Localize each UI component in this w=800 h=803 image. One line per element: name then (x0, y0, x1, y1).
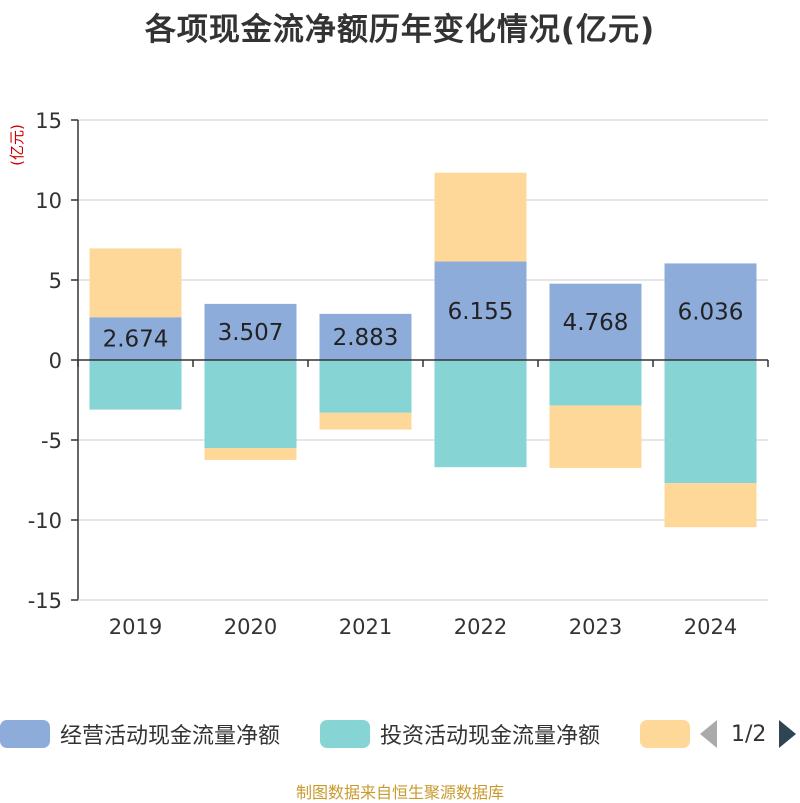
chart-title: 各项现金流净额历年变化情况(亿元) (144, 12, 656, 48)
legend-swatch-operating (0, 720, 50, 748)
y-axis-unit: (亿元) (8, 124, 26, 166)
legend: 经营活动现金流量净额 投资活动现金流量净额 1/2 (0, 716, 800, 752)
bar-s2-2021 (319, 412, 412, 430)
legend-label-investing: 投资活动现金流量净额 (380, 724, 601, 749)
x-tick-label: 2023 (569, 615, 622, 639)
bar-s1-2022 (434, 360, 527, 468)
bar-s0-2024 (664, 263, 757, 360)
bar-s2-2022 (434, 172, 527, 262)
bar-s2-2019 (89, 248, 182, 318)
bar-s1-2023 (549, 360, 642, 406)
bar-s2-2024 (664, 483, 757, 528)
bar-s0-2019 (89, 317, 182, 360)
bar-s0-2020 (204, 303, 297, 360)
x-tick-label: 2024 (684, 615, 737, 639)
y-tick-label: 10 (35, 189, 62, 213)
pager-prev-icon[interactable] (700, 720, 717, 748)
bar-s0-2021 (319, 313, 412, 360)
legend-swatch-financing (640, 720, 690, 748)
data-label-2022: 6.155 (448, 299, 514, 325)
y-tick-label: -10 (28, 509, 62, 533)
x-tick-label: 2019 (109, 615, 162, 639)
y-tick-label: 5 (49, 269, 62, 293)
bar-s1-2019 (89, 360, 182, 410)
bar-s0-2023 (549, 283, 642, 360)
x-tick-label: 2022 (454, 615, 507, 639)
y-tick-label: 0 (49, 349, 62, 373)
data-label-2019: 2.674 (103, 327, 169, 353)
data-label-2020: 3.507 (218, 320, 284, 346)
legend-item-operating[interactable]: 经营活动现金流量净额 (0, 716, 280, 752)
legend-swatch-investing (320, 720, 370, 748)
x-tick-label: 2020 (224, 615, 277, 639)
legend-item-financing[interactable] (640, 716, 700, 752)
y-tick-label: -15 (28, 589, 62, 613)
pager-next-icon[interactable] (779, 720, 797, 748)
data-label-2024: 6.036 (678, 300, 744, 326)
y-tick-label: -5 (41, 429, 62, 453)
bar-s0-2022 (434, 261, 527, 360)
bar-s1-2024 (664, 360, 757, 484)
source-note: 制图数据来自恒生聚源数据库 (295, 783, 504, 802)
data-label-2021: 2.883 (333, 325, 399, 351)
bar-s2-2023 (549, 405, 642, 468)
bar-s2-2020 (204, 448, 297, 460)
x-tick-label: 2021 (339, 615, 392, 639)
legend-label-operating: 经营活动现金流量净额 (60, 724, 281, 749)
bar-s1-2020 (204, 360, 297, 448)
data-label-2023: 4.768 (563, 310, 629, 336)
pager-text: 1/2 (731, 721, 767, 747)
legend-item-investing[interactable]: 投资活动现金流量净额 (320, 716, 600, 752)
y-tick-label: 15 (35, 109, 62, 133)
bar-s1-2021 (319, 360, 412, 413)
legend-pager: 1/2 (700, 716, 797, 752)
